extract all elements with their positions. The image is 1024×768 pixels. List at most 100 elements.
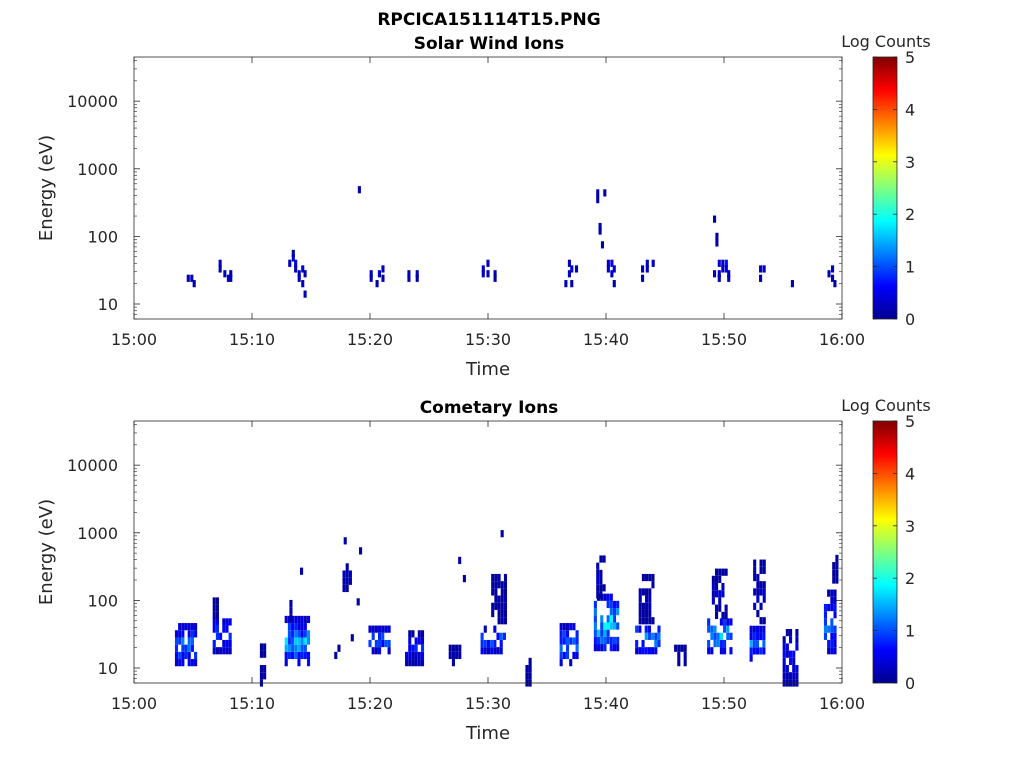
data-cell (420, 644, 425, 652)
data-cell (350, 634, 354, 642)
data-cell (651, 632, 655, 640)
data-cell (500, 609, 504, 618)
data-cell (599, 591, 603, 599)
data-cell (303, 270, 307, 278)
data-cell (762, 588, 766, 596)
data-cell (792, 665, 796, 673)
data-cell (651, 259, 655, 267)
data-cell (297, 651, 301, 660)
data-cell (724, 604, 728, 612)
x-axis-label: Time (465, 359, 510, 380)
data-cell (762, 617, 766, 625)
data-cell (603, 622, 607, 630)
data-cell (297, 615, 301, 624)
data-cell (570, 265, 574, 273)
colorbar-tick-label: 0 (905, 310, 915, 329)
data-cell (792, 657, 796, 665)
data-cell (715, 590, 719, 598)
y-tick-label: 1000 (77, 160, 118, 179)
data-cell (719, 647, 723, 655)
data-cell (483, 625, 487, 633)
data-cell (415, 270, 419, 278)
data-cell (762, 647, 766, 655)
data-cell (359, 547, 363, 555)
data-cell (603, 189, 607, 197)
data-cell (303, 651, 307, 660)
data-cell (609, 644, 613, 652)
data-cell (715, 582, 719, 591)
data-cell (387, 639, 391, 648)
data-cell (752, 640, 756, 648)
data-cell (606, 629, 610, 637)
data-cell (289, 614, 293, 622)
data-cell (723, 647, 727, 655)
data-cell (610, 259, 614, 267)
data-cell (645, 617, 649, 625)
data-cell (300, 644, 304, 652)
data-cell (525, 672, 529, 680)
data-cell (289, 607, 293, 615)
solar-wind-ions-panel: 15:00 15:10 15:20 15:30 15:40 15:50 16:0010100… (36, 32, 931, 380)
data-cell (648, 588, 652, 596)
data-cell (356, 598, 360, 606)
data-cell (500, 581, 504, 589)
data-cell (782, 643, 786, 651)
data-cell (503, 581, 508, 589)
data-cell (559, 651, 563, 660)
data-cell (749, 625, 753, 633)
data-cell (458, 644, 462, 652)
x-tick-label: 15:40 (583, 330, 629, 349)
data-cell (417, 637, 421, 645)
data-cell (174, 651, 179, 660)
data-cell (222, 639, 226, 648)
data-cell (835, 576, 839, 584)
data-cell (491, 609, 495, 618)
data-cell (303, 615, 307, 624)
data-cell (752, 632, 756, 641)
data-cell (715, 568, 719, 576)
data-cell (575, 630, 579, 638)
data-cell (683, 659, 687, 667)
data-cells (174, 530, 839, 687)
data-cell (593, 615, 597, 623)
data-cell (405, 651, 409, 660)
data-cell (228, 639, 232, 648)
data-cell (726, 625, 730, 633)
data-cell (190, 644, 194, 652)
data-cell (596, 189, 600, 197)
data-cell (677, 659, 681, 667)
data-cell (212, 604, 216, 612)
data-cell (832, 562, 836, 570)
data-cell (648, 609, 652, 618)
data-cell (721, 611, 725, 619)
data-cell (387, 625, 391, 633)
data-cell (559, 630, 563, 638)
x-tick-label: 15:20 (347, 330, 393, 349)
data-cell (755, 640, 760, 648)
data-cell (490, 639, 494, 648)
data-cell (833, 639, 837, 648)
data-cell (259, 665, 263, 673)
data-cell (827, 589, 831, 597)
data-cell (374, 625, 378, 633)
data-cell (181, 644, 185, 652)
data-cell (303, 630, 307, 638)
data-cell (762, 566, 766, 574)
data-cell (716, 639, 720, 648)
data-cell (562, 630, 566, 638)
y-tick-label: 10000 (67, 92, 118, 111)
data-cell (371, 647, 375, 655)
data-cell (300, 615, 304, 624)
data-cell (483, 647, 487, 655)
data-cell (500, 602, 504, 610)
data-cell (609, 600, 613, 609)
data-cell (559, 623, 563, 631)
data-cell (657, 625, 661, 633)
data-cell (222, 647, 226, 655)
data-cell (569, 623, 573, 631)
data-cell (284, 637, 288, 645)
data-cell (830, 589, 834, 597)
data-cell (762, 265, 766, 273)
data-cell (593, 600, 597, 609)
data-cell (420, 651, 425, 660)
